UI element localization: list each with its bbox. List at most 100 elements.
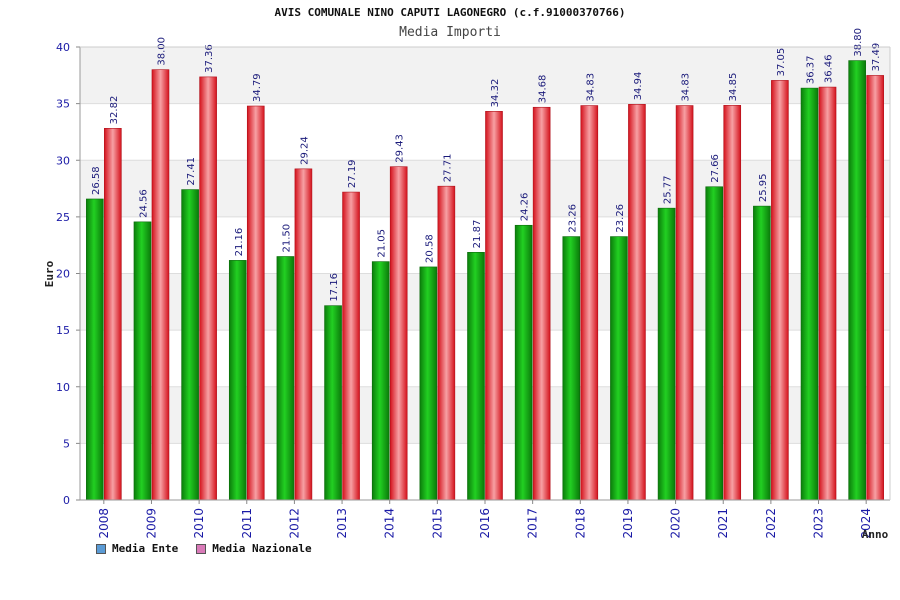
value-label: 34.94 [633,72,644,101]
bar-media-nazionale [723,105,742,501]
value-label: 36.46 [824,54,835,83]
value-label: 34.68 [538,75,549,104]
bar-media-ente [181,189,199,501]
y-tick-label: 35 [56,98,70,111]
value-label: 38.80 [853,28,864,57]
value-label: 17.16 [329,273,340,302]
x-tick-label: 2012 [287,508,301,539]
value-label: 34.79 [252,73,263,102]
chart-subtitle: Media Importi [399,25,501,40]
value-label: 27.19 [347,159,358,188]
x-tick-label: 2009 [144,508,158,539]
value-label: 20.58 [424,234,435,263]
x-tick-label: 2023 [812,508,826,539]
x-tick-label: 2021 [716,508,730,539]
y-tick-label: 20 [56,268,70,281]
value-label: 29.24 [299,136,310,165]
value-label: 21.50 [281,224,292,253]
bar-media-ente [276,256,295,501]
bar-media-ente [753,205,771,501]
bar-media-nazionale [485,111,503,501]
y-tick-label: 40 [56,41,70,54]
bar-media-ente [228,260,247,501]
legend-item-ente: Media Ente [96,542,178,555]
bar-media-nazionale [294,168,313,501]
bar-media-nazionale [818,86,837,501]
value-label: 38.00 [156,37,167,66]
value-label: 25.95 [758,173,769,202]
y-tick-label: 10 [56,381,70,394]
bar-media-nazionale [866,75,884,501]
legend-label-ente: Media Ente [112,542,179,555]
chart-title: AVIS COMUNALE NINO CAPUTI LAGONEGRO (c.f… [274,6,626,19]
bar-media-nazionale [675,105,694,501]
value-label: 21.16 [234,228,245,257]
value-label: 32.82 [109,96,120,125]
y-tick-label: 5 [63,437,70,450]
legend-swatch-ente [96,543,106,554]
value-label: 34.83 [585,73,596,102]
value-label: 37.05 [776,48,787,77]
bar-media-ente [133,221,152,501]
x-tick-label: 2011 [240,508,254,539]
bar-media-nazionale [628,104,646,501]
bar-media-ente [562,236,581,501]
value-label: 34.32 [490,79,501,108]
legend-label-nazionale: Media Nazionale [212,542,312,555]
y-tick-label: 0 [63,494,70,507]
value-label: 27.66 [710,154,721,183]
x-tick-label: 2019 [621,508,635,539]
bar-media-ente [86,198,104,501]
bar-media-ente [848,60,866,501]
bar-media-ente [514,224,533,501]
bar-media-nazionale [199,76,217,501]
x-tick-label: 2015 [430,508,444,539]
bar-media-ente [467,252,485,501]
value-label: 27.41 [186,157,197,186]
x-axis-label: Anno [862,528,889,541]
bar-media-nazionale [580,105,599,501]
bar-media-ente [610,236,628,501]
value-label: 25.77 [663,176,674,205]
bar-media-ente [324,305,342,501]
bar-media-nazionale [151,69,170,501]
bar-media-ente [800,87,819,501]
bar-media-nazionale [389,166,408,501]
x-tick-label: 2018 [573,508,587,539]
bar-media-nazionale [104,128,122,501]
y-axis-label: Euro [43,260,56,287]
x-tick-label: 2014 [383,508,397,539]
value-label: 34.83 [681,73,692,102]
y-tick-label: 15 [56,324,70,337]
legend: Media Ente Media Nazionale [96,542,312,555]
value-label: 36.37 [806,55,817,84]
value-label: 27.71 [442,154,453,183]
value-label: 37.49 [871,43,882,72]
axes: 0 5 10 15 20 25 30 35 40 2008 2009 2010 2011 2012 2013… [56,41,891,539]
x-tick-label: 2016 [478,508,492,539]
x-tick-label: 2013 [335,508,349,539]
value-label: 23.26 [615,204,626,233]
bar-media-ente [419,266,438,501]
bar-media-nazionale [246,105,265,501]
x-tick-label: 2008 [97,508,111,539]
value-labels: 26.58 32.82 24.56 38.00 27.41 37.36 21.16 34.79… [91,28,882,302]
y-tick-label: 25 [56,211,70,224]
legend-swatch-nazionale [196,543,207,554]
bar-media-ente [371,261,390,501]
x-tick-label: 2010 [192,508,206,539]
value-label: 37.36 [204,44,215,73]
value-label: 24.26 [520,193,531,222]
value-label: 21.87 [472,220,483,249]
y-tick-label: 30 [56,154,70,167]
value-label: 34.85 [728,73,739,102]
value-label: 23.26 [567,204,578,233]
bar-media-nazionale [771,80,789,501]
bar-media-ente [657,207,676,501]
bar-media-ente [705,186,724,501]
x-tick-label: 2017 [526,508,540,539]
bar-media-nazionale [437,185,456,501]
value-label: 26.58 [91,166,102,195]
bar-media-nazionale [342,191,360,501]
